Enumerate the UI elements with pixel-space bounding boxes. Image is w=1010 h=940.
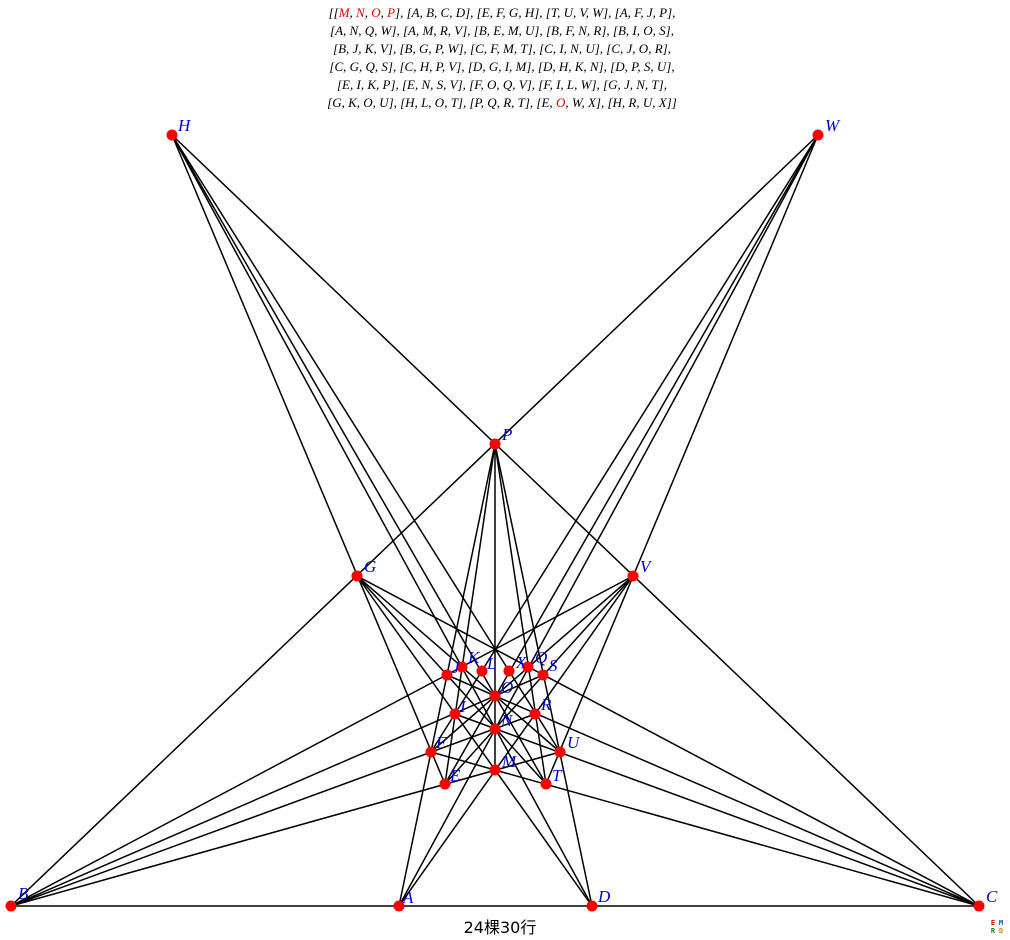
line-pqrt: [494, 443, 547, 785]
point-label-i: I: [459, 697, 467, 716]
line-cinu: [454, 713, 980, 907]
point-label-j: J: [452, 658, 461, 677]
point-label-r: R: [540, 695, 552, 714]
line-list-row: [[M, N, O, P], [A, B, C, D], [E, F, G, H…: [328, 5, 676, 20]
point-label-f: F: [435, 733, 447, 752]
point-label-d: D: [597, 887, 611, 906]
line-list: [[M, N, O, P], [A, B, C, D], [E, F, G, H…: [0, 4, 1004, 112]
point-k: [456, 661, 468, 673]
point-f: [425, 746, 437, 758]
point-t: [540, 778, 552, 790]
point-c: [973, 900, 985, 912]
point-h: [166, 129, 178, 141]
line-list-row: [G, K, O, U], [H, L, O, T], [P, Q, R, T]…: [327, 95, 677, 110]
line-bemu: [10, 751, 561, 907]
point-r: [529, 708, 541, 720]
point-label-k: K: [467, 648, 481, 667]
point-e: [439, 778, 451, 790]
line-list-row: [B, J, K, V], [B, G, P, W], [C, F, M, T]…: [333, 41, 671, 56]
point-s: [537, 669, 549, 681]
point-label-b: B: [18, 884, 29, 903]
point-label-a: A: [402, 888, 414, 907]
line-hrux: [171, 134, 561, 753]
line-bfnr: [10, 713, 536, 907]
line-cfmt: [430, 751, 980, 907]
caption: 24棵30行: [463, 918, 537, 937]
point-o: [489, 690, 501, 702]
line-hlot: [171, 134, 547, 785]
point-m: [489, 764, 501, 776]
point-l: [476, 665, 488, 677]
point-label-u: U: [567, 733, 581, 752]
line-anqw: [398, 134, 819, 907]
point-label-g: G: [364, 557, 376, 576]
point-label-m: M: [501, 752, 517, 771]
point-label-n: N: [500, 711, 514, 730]
point-w: [812, 129, 824, 141]
line-eikp: [444, 443, 496, 785]
line-list-row: [A, N, Q, W], [A, M, R, V], [B, E, M, U]…: [330, 23, 674, 38]
line-bjkv: [10, 575, 634, 907]
point-label-q: Q: [535, 648, 547, 667]
point-label-l: L: [486, 654, 496, 673]
point-label-o: O: [501, 678, 513, 697]
line-list-row: [C, G, Q, S], [C, H, P, V], [D, G, I, M]…: [329, 59, 675, 74]
point-a: [393, 900, 405, 912]
point-label-s: S: [549, 656, 558, 675]
point-b: [5, 900, 17, 912]
point-label-p: P: [501, 425, 512, 444]
line-ensv: [444, 575, 634, 785]
point-x: [503, 665, 515, 677]
point-label-x: X: [515, 653, 527, 672]
point-i: [449, 708, 461, 720]
line-efgh: [171, 134, 446, 785]
line-cjor: [446, 674, 980, 907]
point-q: [522, 661, 534, 673]
line-amrv: [398, 575, 634, 907]
point-label-t: T: [552, 766, 563, 785]
point-label-e: E: [449, 766, 461, 785]
line-cgqs: [356, 575, 980, 907]
point-v: [627, 570, 639, 582]
line-gjnt: [356, 575, 547, 785]
point-label-c: C: [986, 887, 998, 906]
line-dgim: [356, 575, 593, 907]
point-label-v: V: [640, 557, 653, 576]
point-u: [554, 746, 566, 758]
point-j: [441, 669, 453, 681]
point-label-h: H: [177, 116, 192, 135]
line-list-row: [E, I, K, P], [E, N, S, V], [F, O, Q, V]…: [337, 77, 667, 92]
point-p: [489, 438, 501, 450]
line-tuvw: [545, 134, 819, 785]
point-g: [351, 570, 363, 582]
line-dhkn: [171, 134, 593, 907]
point-label-w: W: [825, 116, 841, 135]
point-d: [586, 900, 598, 912]
point-n: [489, 723, 501, 735]
